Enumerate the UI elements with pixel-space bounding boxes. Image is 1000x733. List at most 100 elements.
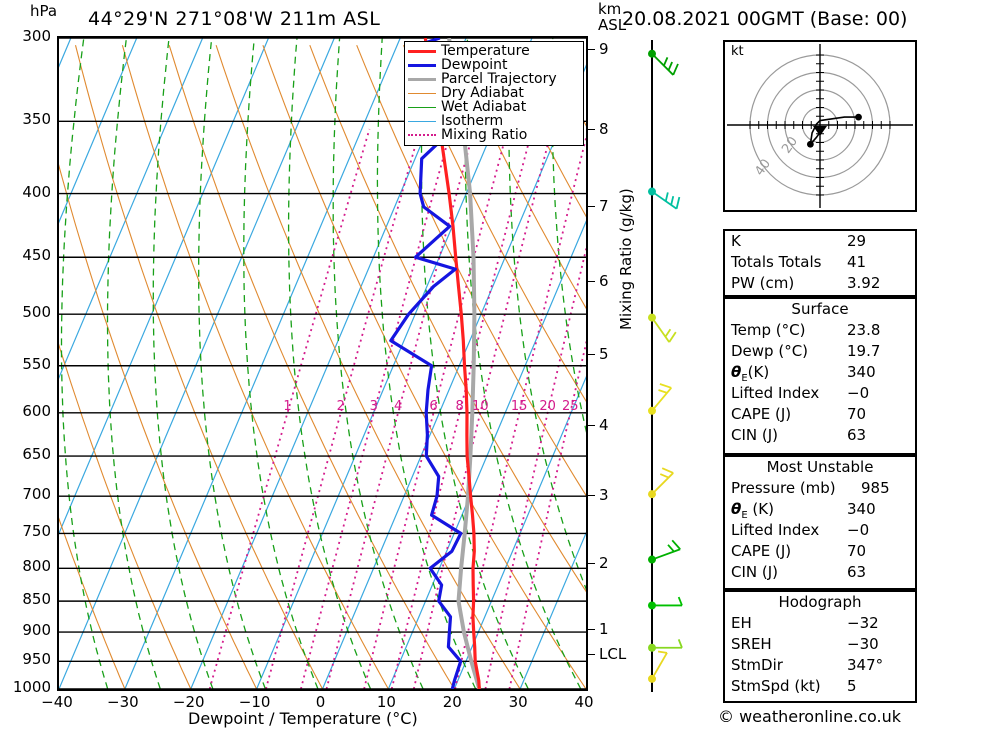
stability-index-value: 41	[847, 253, 867, 271]
surface-value: 340	[847, 363, 876, 381]
temperature-curve	[423, 38, 481, 689]
pressure-tick-650: 650	[22, 445, 51, 464]
km-tick-4: 4	[599, 416, 609, 435]
km-tick-2: 2	[599, 553, 609, 572]
hodograph-index-row: SREH −30	[725, 634, 915, 655]
mixing-ratio-labels: 1 2 3 4 6 8 10 15 20 25	[283, 399, 578, 414]
stability-index-value: 3.92	[847, 274, 881, 292]
legend-label: Isotherm	[441, 113, 504, 129]
legend-label: Temperature	[441, 43, 530, 59]
stability-index-row: Totals Totals 41	[725, 252, 915, 273]
pressure-tick-700: 700	[22, 485, 51, 504]
km-tick-mark-6	[586, 280, 595, 282]
km-tick-9: 9	[599, 40, 609, 59]
isotherm-lines	[59, 38, 586, 689]
km-tick-7: 7	[599, 196, 609, 215]
most-unstable-value: −0	[847, 521, 870, 539]
pressure-unit-label: hPa	[30, 2, 58, 20]
parcel-trajectory-curve	[447, 38, 482, 689]
legend-item-dry-adiabat: Dry Adiabat	[408, 86, 580, 100]
legend-swatch-parcel-trajectory-icon	[408, 77, 436, 81]
legend-item-wet-adiabat: Wet Adiabat	[408, 100, 580, 114]
lcl-label: LCL	[599, 645, 627, 664]
hodograph-trace	[809, 116, 859, 146]
wind-barb-700	[648, 467, 674, 499]
hodograph-index-title: Hodograph	[778, 593, 862, 611]
km-tick-1: 1	[599, 620, 609, 639]
wind-barb-985	[648, 650, 668, 683]
svg-text:20: 20	[539, 399, 556, 414]
temperature-tick-10: 10	[376, 693, 396, 711]
legend-item-dewpoint: Dewpoint	[408, 58, 580, 72]
pressure-tick-950: 950	[22, 650, 51, 669]
most-unstable-panel: Most Unstable Pressure (mb) 985 θE (K) 340 Li…	[723, 455, 917, 590]
pressure-tick-900: 900	[22, 621, 51, 640]
km-tick-mark-8	[586, 128, 595, 130]
km-tick-3: 3	[599, 485, 609, 504]
surface-row: CAPE (J) 70	[725, 404, 915, 425]
km-tick-mark-7	[586, 205, 595, 207]
km-tick-mark-5	[586, 354, 595, 356]
most-unstable-key: Lifted Index	[731, 521, 820, 539]
surface-row: θE(K) 340	[725, 362, 915, 384]
stability-index-row: K 29	[725, 231, 915, 252]
most-unstable-value: 70	[847, 542, 867, 560]
pressure-tick-350: 350	[22, 110, 51, 129]
most-unstable-key: CAPE (J)	[731, 542, 792, 560]
surface-value: 63	[847, 426, 867, 444]
wind-barb-400	[648, 187, 681, 210]
most-unstable-row: Pressure (mb) 985	[725, 478, 915, 499]
wind-barb-column	[648, 40, 683, 692]
km-tick-mark-1	[586, 629, 595, 631]
svg-text:3: 3	[370, 399, 378, 414]
wind-barb-600	[648, 383, 672, 415]
svg-text:10: 10	[472, 399, 489, 414]
km-tick-mark-2	[586, 562, 595, 564]
stability-index-row: PW (cm) 3.92	[725, 273, 915, 294]
surface-value: 23.8	[847, 321, 881, 339]
x-axis-title: Dewpoint / Temperature (°C)	[188, 709, 418, 728]
temperature-tick--30: −30	[107, 693, 139, 711]
temperature-tick--40: −40	[41, 693, 73, 711]
mixing-ratio-lines	[208, 128, 586, 689]
pressure-tick-850: 850	[22, 590, 51, 609]
surface-parcel-panel: Surface Temp (°C) 23.8 Dewp (°C) 19.7 θE(K) 34…	[723, 297, 917, 455]
svg-text:4: 4	[394, 399, 402, 414]
surface-value: 70	[847, 405, 867, 423]
stability-index-key: Totals Totals	[731, 253, 822, 271]
pressure-tick-1000: 1000	[12, 678, 51, 696]
pressure-tick-750: 750	[22, 522, 51, 541]
svg-text:15: 15	[511, 399, 528, 414]
temperature-tick-0: 0	[315, 693, 326, 711]
surface-value: −0	[847, 384, 870, 402]
hodograph-index-row: StmDir 347°	[725, 655, 915, 676]
legend-item-temperature: Temperature	[408, 44, 580, 58]
hodograph-index-key: EH	[731, 614, 752, 632]
hodograph-endpoint-1	[855, 113, 862, 121]
pressure-tick-550: 550	[22, 354, 51, 373]
skewt-canvas: 1 2 3 4 6 8 10 15 20 25	[59, 38, 586, 689]
surface-value: 19.7	[847, 342, 881, 360]
hodograph-index-value: −30	[847, 635, 879, 653]
stability-index-key: K	[731, 232, 741, 250]
pressure-tick-300: 300	[22, 27, 51, 45]
most-unstable-row: Lifted Index −0	[725, 520, 915, 541]
legend-swatch-wet-adiabat-icon	[408, 106, 436, 108]
pressure-tick-400: 400	[22, 182, 51, 201]
legend-label: Mixing Ratio	[441, 127, 528, 143]
most-unstable-value: 340	[847, 500, 876, 518]
legend-label: Dewpoint	[441, 57, 508, 73]
svg-text:6: 6	[429, 399, 437, 414]
temperature-tick-30: 30	[508, 693, 528, 711]
datetime-title: 20.08.2021 00GMT (Base: 00)	[622, 8, 908, 30]
surface-row: Temp (°C) 23.8	[725, 320, 915, 341]
surface-row: Lifted Index −0	[725, 383, 915, 404]
km-tick-mark-4	[586, 425, 595, 427]
legend-swatch-dewpoint-icon	[408, 63, 436, 67]
most-unstable-row: CAPE (J) 70	[725, 541, 915, 562]
wind-barb-790	[648, 539, 681, 564]
km-tick-6: 6	[599, 271, 609, 290]
chart-legend: Temperature Dewpoint Parcel Trajectory Dry …	[404, 41, 584, 146]
pressure-tick-800: 800	[22, 557, 51, 576]
stability-index-value: 29	[847, 232, 867, 250]
